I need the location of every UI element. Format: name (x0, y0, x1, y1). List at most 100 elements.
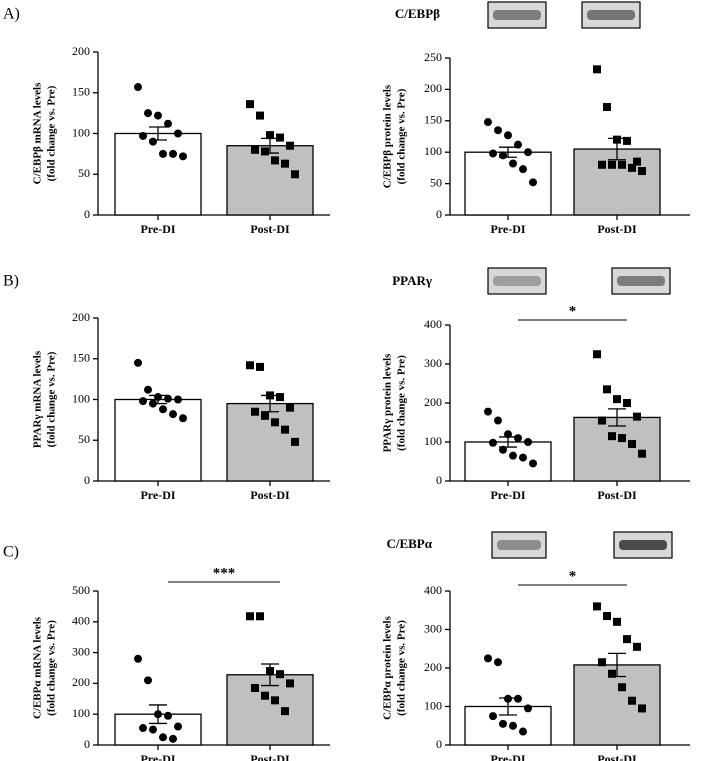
y-tick-label: 100 (424, 698, 442, 712)
data-point (618, 683, 626, 692)
chart-panel: PPARγ PPARγ protein levels (fold change vs… (382, 267, 690, 502)
y-tick-label: 400 (424, 583, 442, 597)
data-point (169, 410, 177, 419)
data-point (291, 437, 299, 446)
data-point (276, 393, 284, 402)
data-point (613, 617, 621, 626)
data-point (251, 407, 259, 416)
data-point (628, 696, 636, 705)
data-point (499, 445, 507, 454)
data-point (603, 385, 611, 394)
x-tick-label: Pre-DI (140, 488, 175, 502)
y-axis-label: (fold change vs. Pre) (46, 85, 58, 181)
data-point (149, 137, 157, 146)
y-tick-label: 0 (436, 207, 442, 221)
y-tick-label: 150 (72, 351, 90, 365)
y-tick-label: 0 (84, 207, 90, 221)
data-point (246, 100, 254, 109)
chart-panel: C/EBPα C/EBPα protein levels (fold change … (382, 531, 690, 761)
data-point (623, 399, 631, 407)
x-tick-label: Pre-DI (490, 222, 525, 236)
y-tick-label: 0 (84, 737, 90, 751)
y-axis-label: C/EBPα protein levels (382, 615, 394, 719)
data-point (514, 140, 522, 149)
data-point (593, 65, 601, 74)
data-point (623, 136, 631, 145)
chart-panel: B) PPARγ mRNA levels (fold change vs. Pre)… (3, 273, 330, 502)
data-point (489, 149, 497, 158)
data-point (494, 126, 502, 135)
y-tick-label: 50 (78, 166, 90, 180)
y-tick-label: 400 (72, 614, 90, 628)
data-point (514, 434, 522, 443)
y-tick-label: 100 (72, 706, 90, 720)
x-tick-label: Post-DI (250, 222, 290, 236)
data-point (149, 399, 157, 408)
data-point (281, 707, 289, 716)
y-axis-label: PPARγ protein levels (382, 353, 394, 453)
data-point (519, 453, 527, 462)
data-point (509, 159, 517, 168)
data-point (139, 724, 147, 733)
y-tick-label: 300 (424, 356, 442, 370)
data-point (613, 395, 621, 404)
y-tick-label: 100 (72, 391, 90, 405)
data-point (281, 159, 289, 168)
blot-band (493, 10, 541, 20)
data-point (613, 135, 621, 144)
data-point (286, 679, 294, 688)
data-point (159, 733, 167, 742)
y-tick-label: 0 (436, 737, 442, 751)
data-point (144, 676, 152, 685)
data-point (246, 612, 254, 621)
data-point (593, 350, 601, 359)
data-point (271, 418, 279, 427)
data-point (256, 111, 264, 120)
y-axis-label: C/EBPα mRNA levels (32, 616, 44, 719)
western-blot (491, 531, 547, 559)
panel-label: A) (3, 6, 20, 23)
data-point (144, 385, 152, 394)
data-point (246, 361, 254, 370)
protein-label: C/EBPβ (395, 6, 440, 21)
y-tick-label: 500 (72, 583, 90, 597)
y-axis-label: (fold change vs. Pre) (396, 88, 408, 184)
data-point (504, 430, 512, 439)
x-tick-label: Pre-DI (140, 752, 175, 761)
data-point (638, 704, 646, 713)
data-point (514, 694, 522, 703)
data-point (179, 152, 187, 161)
data-point (618, 434, 626, 443)
data-point (509, 451, 517, 460)
data-point (154, 710, 162, 719)
data-point (281, 425, 289, 434)
data-point (499, 719, 507, 728)
data-point (276, 133, 284, 142)
data-point (529, 459, 537, 468)
y-tick-label: 200 (72, 44, 90, 58)
data-point (608, 160, 616, 169)
data-point (489, 438, 497, 447)
y-axis-label: C/EBPβ mRNA levels (32, 82, 44, 184)
x-tick-label: Pre-DI (490, 488, 525, 502)
x-tick-label: Pre-DI (490, 752, 525, 761)
bar (226, 674, 314, 746)
bar (464, 151, 552, 216)
panel-label: C) (3, 544, 19, 561)
y-axis-label: PPARγ mRNA levels (32, 350, 44, 448)
data-point (499, 151, 507, 160)
data-point (529, 178, 537, 187)
data-point (484, 407, 492, 416)
data-point (494, 416, 502, 425)
data-point (256, 612, 264, 621)
data-point (504, 131, 512, 140)
blot-band (493, 276, 541, 286)
data-point (524, 438, 532, 446)
x-tick-label: Post-DI (597, 222, 637, 236)
data-point (134, 654, 142, 663)
data-point (261, 411, 269, 420)
y-tick-label: 200 (72, 310, 90, 324)
data-point (169, 734, 177, 743)
protein-label: PPARγ (392, 273, 432, 288)
x-tick-label: Post-DI (597, 752, 637, 761)
